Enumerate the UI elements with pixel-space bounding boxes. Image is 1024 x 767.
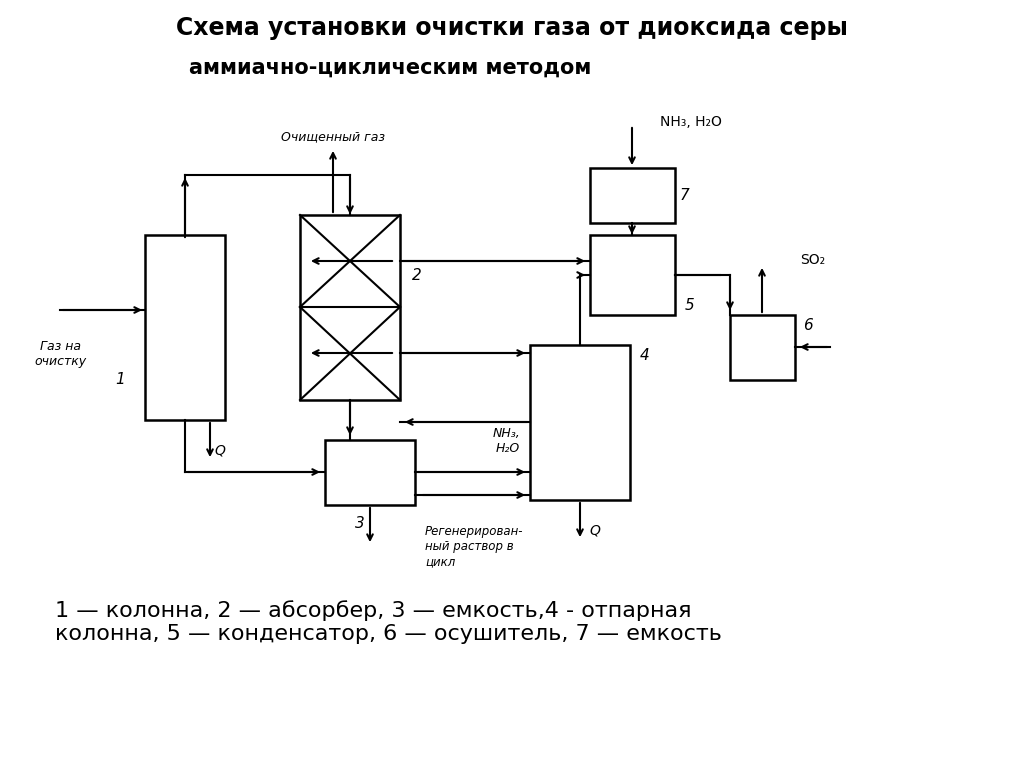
- Bar: [530, 345, 630, 500]
- Text: Q: Q: [590, 523, 600, 537]
- Bar: [300, 215, 400, 400]
- Bar: [145, 235, 225, 420]
- Text: 2: 2: [412, 268, 422, 284]
- Bar: [590, 235, 675, 315]
- Text: 3: 3: [355, 515, 365, 531]
- Bar: [590, 168, 675, 223]
- Text: 5: 5: [685, 298, 694, 312]
- Text: 7: 7: [680, 187, 690, 202]
- Text: 1: 1: [115, 373, 125, 387]
- Text: 6: 6: [803, 318, 813, 333]
- Text: 4: 4: [640, 347, 650, 363]
- Text: Q: Q: [215, 443, 225, 457]
- Text: NH₃, H₂O: NH₃, H₂O: [660, 115, 722, 129]
- Bar: [730, 315, 795, 380]
- Text: Газ на
очистку: Газ на очистку: [34, 340, 86, 368]
- Text: Схема установки очистки газа от диоксида серы: Схема установки очистки газа от диоксида…: [176, 16, 848, 40]
- Text: Очищенный газ: Очищенный газ: [281, 130, 385, 143]
- Bar: [325, 440, 415, 505]
- Text: Регенерирован-
ный раствор в
цикл: Регенерирован- ный раствор в цикл: [425, 525, 523, 568]
- Text: аммиачно-циклическим методом: аммиачно-циклическим методом: [188, 58, 591, 78]
- Text: NH₃,
H₂O: NH₃, H₂O: [493, 427, 520, 455]
- Text: 1 — колонна, 2 — абсорбер, 3 — емкость,4 - отпарная
колонна, 5 — конденсатор, 6 : 1 — колонна, 2 — абсорбер, 3 — емкость,4…: [55, 600, 722, 644]
- Text: SO₂: SO₂: [800, 253, 825, 267]
